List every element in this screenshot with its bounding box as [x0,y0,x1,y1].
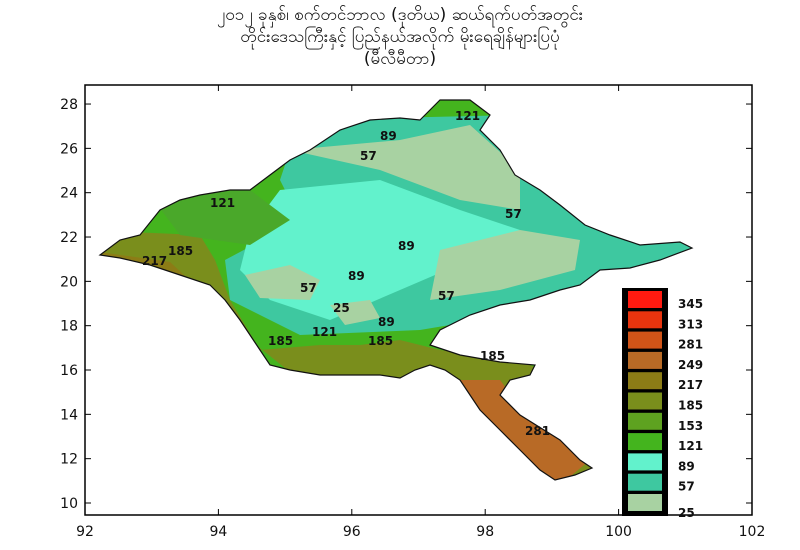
y-tick-label: 14 [60,407,78,423]
zone-25-south [330,300,380,325]
legend-swatch [628,331,662,349]
legend-swatch [628,392,662,410]
legend-swatch [628,433,662,451]
x-tick-label: 96 [343,524,361,540]
contour-label: 57 [438,289,455,303]
legend-label: 121 [678,439,703,453]
contour-label: 89 [378,315,395,329]
legend-label: 217 [678,378,703,392]
x-tick-label: 92 [76,524,94,540]
legend-swatch [628,494,662,511]
contour-label: 121 [455,109,480,123]
legend-swatch [628,311,662,329]
y-tick-label: 18 [60,319,78,335]
legend-swatch [628,473,662,491]
title-line-3: (မီလီမီတာ) [363,49,437,69]
x-tick-label: 98 [476,524,494,540]
contour-label: 57 [360,149,377,163]
legend-label: 185 [678,399,703,413]
zone-25-east [430,230,580,300]
legend: 345 313 281 249 217 185 153 121 89 57 25 [622,288,703,520]
legend-swatch [628,291,662,308]
zone-25-north [290,125,520,210]
contour-label: 89 [380,129,397,143]
title-line-2: တိုင်းဒေသကြီးနှင့် ပြည်နယ်အလိုက် မိုးရေခ… [240,27,560,47]
contour-label: 57 [505,207,522,221]
contour-label: 185 [480,349,505,363]
contour-label: 57 [300,281,317,295]
contour-label: 217 [142,254,167,268]
x-tick-label: 94 [209,524,227,540]
contour-label: 281 [525,424,550,438]
zone-25-center [245,265,320,300]
y-tick-label: 24 [60,186,78,202]
legend-label: 345 [678,297,703,311]
y-tick-label: 12 [60,452,78,468]
zone-249-south [460,380,590,480]
legend-label: 153 [678,419,703,433]
legend-label: 57 [678,480,695,494]
contour-label: 185 [368,334,393,348]
zone-153 [150,190,290,245]
contour-label: 185 [268,334,293,348]
title-line-1: ၂၀၁၂ ခုနှစ်၊ စက်တင်ဘာလ (ဒုတိယ) ဆယ်ရက်ပတ်… [216,5,584,25]
y-tick-label: 16 [60,363,78,379]
contour-label: 89 [348,269,365,283]
contour-label: 121 [312,325,337,339]
y-tick-label: 22 [60,230,78,246]
contour-label: 121 [210,196,235,210]
legend-swatch [628,453,662,471]
y-tick-label: 28 [60,97,78,113]
legend-label: 313 [678,317,703,331]
legend-swatch [628,412,662,430]
x-tick-label: 100 [605,524,632,540]
legend-swatch [628,351,662,369]
contour-label: 185 [168,244,193,258]
legend-label: 89 [678,459,695,473]
y-tick-label: 26 [60,141,78,157]
axis-ticks: 92 94 96 98 100 102 10 12 14 16 18 20 22 24 26 28 [60,85,765,540]
contour-label: 25 [333,301,350,315]
contour-labels: 121 89 57 57 121 89 185 217 89 57 57 25 … [142,109,550,438]
x-tick-label: 102 [739,524,766,540]
legend-label: 281 [678,338,703,352]
legend-label: 25 [678,506,695,520]
legend-swatch [628,372,662,390]
map-title: ၂၀၁၂ ခုနှစ်၊ စက်တင်ဘာလ (ဒုတိယ) ဆယ်ရက်ပတ်… [0,4,800,70]
y-tick-label: 20 [60,274,78,290]
y-tick-label: 10 [60,496,78,512]
contour-label: 89 [398,239,415,253]
legend-label: 249 [678,358,703,372]
